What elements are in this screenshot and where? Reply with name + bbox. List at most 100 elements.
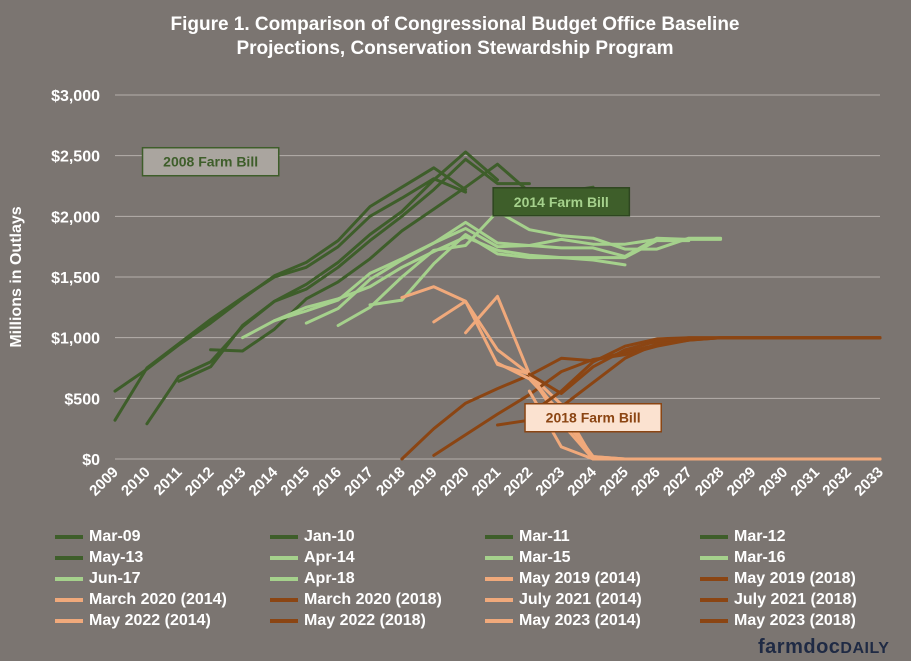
y-tick-label: $2,000 xyxy=(51,209,100,226)
annotation-box xyxy=(492,187,631,217)
legend-swatch xyxy=(270,576,298,581)
legend-label: Jan-10 xyxy=(304,527,355,545)
legend-swatch xyxy=(700,618,728,623)
x-tick-label: 2017 xyxy=(341,464,377,500)
legend-label: Mar-11 xyxy=(519,527,570,545)
legend-swatch xyxy=(485,555,513,560)
x-tick-label: 2023 xyxy=(532,464,568,500)
annotation-box xyxy=(141,146,280,177)
x-tick-label: 2030 xyxy=(756,464,792,500)
y-tick-label: $1,000 xyxy=(51,331,100,348)
annotation-label: 2008 Farm Bill xyxy=(163,154,258,170)
x-tick-label: 2032 xyxy=(819,464,855,500)
legend-item: May 2022 (2014) xyxy=(55,610,270,631)
legend-swatch xyxy=(55,555,83,560)
legend-item: May 2023 (2018) xyxy=(700,610,911,631)
x-tick-label: 2020 xyxy=(437,464,473,500)
legend-label: May-13 xyxy=(89,548,144,566)
legend-item: Apr-14 xyxy=(270,547,485,568)
series-line xyxy=(145,150,499,426)
chart-title-line: Figure 1. Comparison of Congressional Bu… xyxy=(170,14,739,35)
legend-swatch xyxy=(270,618,298,623)
x-tick-label: 2019 xyxy=(405,464,441,500)
chart-title-line: Projections, Conservation Stewardship Pr… xyxy=(236,38,673,59)
legend-item: Apr-18 xyxy=(270,568,485,589)
legend-label: Mar-15 xyxy=(519,548,571,566)
x-tick-label: 2028 xyxy=(692,464,728,500)
legend-item: March 2020 (2014) xyxy=(55,589,270,610)
legend-label: July 2021 (2018) xyxy=(734,590,857,608)
y-axis-label: Millions in Outlays xyxy=(8,206,25,347)
legend-swatch xyxy=(55,576,83,581)
legend-label: March 2020 (2018) xyxy=(304,590,442,608)
legend-swatch xyxy=(270,597,298,602)
y-tick-label: $2,500 xyxy=(51,149,100,166)
line-chart: Figure 1. Comparison of Congressional Bu… xyxy=(8,14,887,500)
x-tick-label: 2024 xyxy=(564,463,600,499)
legend-item: May 2019 (2018) xyxy=(700,568,911,589)
x-tick-label: 2013 xyxy=(214,464,250,500)
series-line xyxy=(304,220,723,325)
legend-swatch xyxy=(700,534,728,539)
legend-item: Jan-10 xyxy=(270,526,485,547)
series-line xyxy=(527,389,882,461)
chart-legend: Mar-09 Jan-10 Mar-11 Mar-12 May-13 Apr-14 Mar-… xyxy=(55,526,905,631)
x-tick-label: 2031 xyxy=(787,464,823,500)
legend-swatch xyxy=(700,597,728,602)
legend-item: March 2020 (2018) xyxy=(270,589,485,610)
brand-name: farmdoc xyxy=(758,636,841,658)
legend-swatch xyxy=(55,597,83,602)
legend-swatch xyxy=(700,576,728,581)
series-line xyxy=(113,166,468,393)
y-tick-label: $3,000 xyxy=(51,88,100,105)
x-tick-label: 2029 xyxy=(724,464,760,500)
series-line xyxy=(527,336,882,395)
legend-label: May 2023 (2018) xyxy=(734,611,856,629)
legend-item: Jun-17 xyxy=(55,568,270,589)
brand-logo: farmdocDAILY xyxy=(758,636,889,659)
legend-label: May 2023 (2014) xyxy=(519,611,641,629)
series-line xyxy=(400,285,882,461)
legend-swatch xyxy=(700,555,728,560)
x-tick-label: 2014 xyxy=(246,463,282,499)
x-tick-label: 2016 xyxy=(309,464,345,500)
series-line xyxy=(113,177,468,422)
legend-label: Apr-14 xyxy=(304,548,355,566)
y-tick-label: $0 xyxy=(82,452,100,469)
legend-label: Mar-09 xyxy=(89,527,141,545)
legend-label: Mar-16 xyxy=(734,548,786,566)
x-tick-label: 2021 xyxy=(469,464,505,500)
legend-swatch xyxy=(485,576,513,581)
series-line xyxy=(368,233,691,307)
legend-item: July 2021 (2018) xyxy=(700,589,911,610)
legend-label: Mar-12 xyxy=(734,527,786,545)
legend-swatch xyxy=(485,597,513,602)
legend-item: May-13 xyxy=(55,547,270,568)
legend-item: Mar-12 xyxy=(700,526,911,547)
legend-label: March 2020 (2014) xyxy=(89,590,227,608)
legend-item: July 2021 (2014) xyxy=(485,589,700,610)
x-tick-label: 2018 xyxy=(373,464,409,500)
series-line xyxy=(272,227,659,323)
x-tick-label: 2012 xyxy=(182,464,218,500)
x-tick-label: 2015 xyxy=(277,464,313,500)
legend-label: May 2019 (2014) xyxy=(519,569,641,587)
legend-item: Mar-11 xyxy=(485,526,700,547)
legend-label: Apr-18 xyxy=(304,569,355,587)
legend-label: May 2022 (2014) xyxy=(89,611,211,629)
series-line xyxy=(432,336,882,457)
annotation-box xyxy=(524,402,662,433)
legend-item: May 2023 (2014) xyxy=(485,610,700,631)
annotation-label: 2018 Farm Bill xyxy=(546,410,641,426)
legend-swatch xyxy=(485,534,513,539)
series-line xyxy=(177,157,531,383)
legend-label: Jun-17 xyxy=(89,569,141,587)
x-tick-label: 2011 xyxy=(151,464,186,499)
legend-label: May 2019 (2018) xyxy=(734,569,856,587)
series-line xyxy=(432,299,882,461)
x-tick-label: 2033 xyxy=(851,464,887,500)
legend-swatch xyxy=(270,555,298,560)
legend-item: Mar-15 xyxy=(485,547,700,568)
series-line xyxy=(336,210,723,327)
